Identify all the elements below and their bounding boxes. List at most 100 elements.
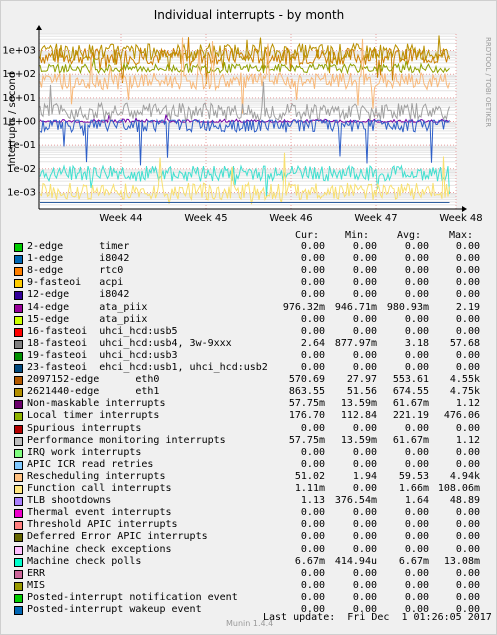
legend-swatch [14,436,23,446]
legend-row: IRQ work interrupts 0.00 0.00 0.00 0.00 [1,447,496,459]
legend-cur-value: 0.00 [300,253,325,265]
legend-row: 2621440-edge eth1 863.55 51.56 674.55 4.75k [1,386,496,398]
legend-avg-value: 0.00 [404,289,429,301]
legend-row: 16-fasteoi uhci_hcd:usb5 0.00 0.00 0.00 0.00 [1,326,496,338]
x-tick-label: Week 47 [354,213,397,224]
legend-series-name: TLB shootdowns [27,495,112,507]
legend-avg-value: 0.00 [404,362,429,373]
rrdtool-watermark: RRDTOOL / TOBI OETIKER [484,37,492,127]
legend-row: Posted-interrupt wakeup event 0.00 0.00 0.0… [1,604,496,616]
legend-min-value: 0.00 [352,446,377,458]
legend-min-value: 414.94u [334,555,377,567]
legend-max-value: 476.06 [443,410,480,422]
legend-max-value: 0.00 [455,277,480,289]
legend-swatch [14,521,23,531]
y-tick-label: 1e-03 [7,187,36,198]
legend-cur-value: 570.69 [288,374,325,386]
y-tick-label: 1e+01 [2,93,36,104]
legend-series-name: Performance monitoring interrupts [27,434,226,446]
series-line [39,35,450,74]
axes [36,25,467,212]
legend-avg-value: 0.00 [404,277,429,289]
legend-cur-value: 0.00 [300,277,325,289]
header-cur: Cur: [295,230,320,241]
legend-series-name: 2097152-edge eth0 [27,374,160,386]
legend-series-name: Function call interrupts [27,483,172,494]
legend-series-name: Posted-interrupt wakeup event [27,604,202,615]
legend-cur-value: 0.00 [300,543,325,555]
legend-max-value: 0.00 [455,265,480,277]
legend-max-value: 0.00 [455,519,480,531]
legend-swatch [14,581,23,591]
legend-avg-value: 0.00 [404,579,429,591]
legend-cur-value: 57.75m [288,398,325,410]
legend-min-value: 0.00 [352,507,377,519]
legend-max-value: 0.00 [455,289,480,301]
legend-swatch [14,509,23,519]
legend-max-value: 0.00 [455,567,480,579]
legend-cur-value: 0.00 [300,362,325,373]
legend-avg-value: 0.00 [404,531,429,543]
legend-row: Local timer interrupts 176.70 112.84 221.19… [1,410,496,422]
legend-avg-value: 0.00 [404,507,429,519]
legend-row: Machine check exceptions 0.00 0.00 0.00 0.00 [1,544,496,556]
series-line [39,37,450,114]
legend-max-value: 57.68 [449,337,480,349]
header-max: Max: [449,230,474,241]
legend-row: Posted-interrupt notification event 0.00 0… [1,592,496,604]
legend-max-value: 0.00 [455,507,480,519]
legend-series-name: Posted-interrupt notification event [27,591,238,603]
legend-swatch [14,364,23,373]
legend-avg-value: 61.67m [392,434,429,446]
legend-cur-value: 0.00 [300,519,325,531]
legend-avg-value: 980.93m [386,301,429,313]
legend-series-name: 2621440-edge eth1 [27,386,160,398]
legend-min-value: 0.00 [352,253,377,265]
legend-cur-value: 976.32m [282,301,325,313]
legend-cur-value: 2.64 [300,337,325,349]
legend-max-value: 0.00 [455,422,480,434]
chart-plot: Individual interrupts - by month interru… [2,8,492,224]
legend-max-value: 0.00 [455,543,480,555]
legend-max-value: 0.00 [455,349,480,361]
legend-series-name: IRQ work interrupts [27,446,142,458]
legend-row: Threshold APIC interrupts 0.00 0.00 0.00 0.0… [1,519,496,531]
legend-row: 2097152-edge eth0 570.69 27.97 553.61 4.55k [1,374,496,386]
chart-title: Individual interrupts - by month [154,8,345,22]
legend-avg-value: 0.00 [404,253,429,265]
legend-swatch [14,557,23,567]
x-axis-arrow [462,206,467,212]
legend-max-value: 0.00 [455,241,480,252]
legend-series-name: 19-fasteoi uhci_hcd:usb3 [27,349,178,361]
legend-max-value: 0.00 [455,458,480,470]
legend-row: ERR 0.00 0.00 0.00 0.00 [1,568,496,580]
legend-swatch [14,593,23,603]
legend-swatch [14,460,23,470]
legend-min-value: 0.00 [352,458,377,470]
legend-min-value: 0.00 [352,579,377,591]
legend-max-value: 13.08m [443,555,480,567]
legend-series-name: Rescheduling interrupts [27,470,166,482]
legend-series-name: 1-edge i8042 [27,253,130,265]
legend-series-name: 2-edge timer [27,241,130,252]
legend-swatch [14,267,23,277]
legend-avg-value: 1.66m [398,483,429,494]
legend-cur-value: 0.00 [300,531,325,543]
legend-row: Rescheduling interrupts 51.02 1.94 59.53 4.9… [1,471,496,483]
legend-avg-value: 0.00 [404,604,429,615]
legend-series-name: MIS [27,579,46,591]
legend-avg-value: 674.55 [392,386,429,398]
legend-swatch [14,448,23,458]
legend-series-name: 18-fasteoi uhci_hcd:usb4, 3w-9xxx [27,337,232,349]
legend-min-value: 0.00 [352,519,377,531]
legend-avg-value: 0.00 [404,543,429,555]
legend-avg-value: 3.18 [404,337,429,349]
legend-min-value: 0.00 [352,349,377,361]
series-line [39,37,450,85]
legend-row: Performance monitoring interrupts 57.75m 1… [1,435,496,447]
legend-min-value: 946.71m [334,301,377,313]
legend-cur-value: 57.75m [288,434,325,446]
legend-avg-value: 553.61 [392,374,429,386]
legend-min-value: 0.00 [352,265,377,277]
